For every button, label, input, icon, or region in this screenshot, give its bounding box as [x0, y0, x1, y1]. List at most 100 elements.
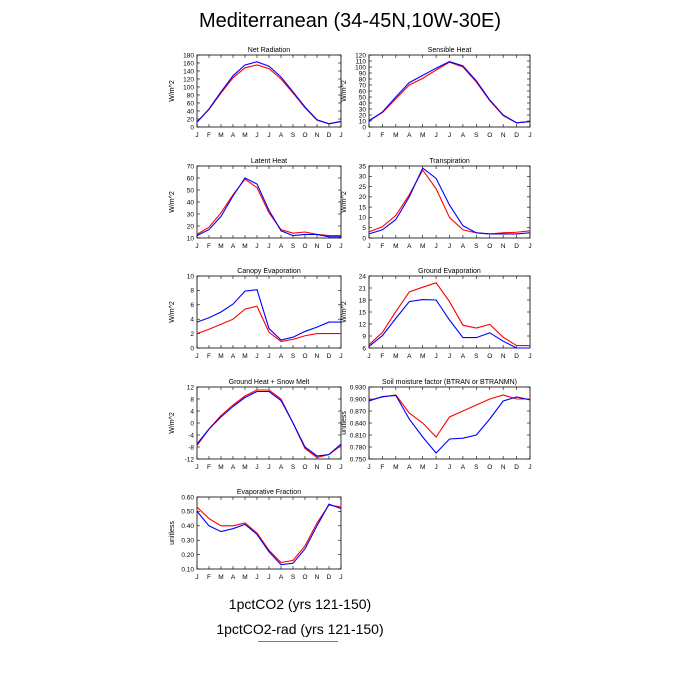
y-tick-label: 180 [183, 52, 194, 59]
x-tick-label: D [327, 353, 332, 360]
x-tick-label: J [528, 353, 531, 360]
x-tick-label: J [195, 353, 198, 360]
y-tick-label: 40 [359, 100, 367, 107]
x-tick-label: M [218, 132, 223, 139]
y-tick-label: 20 [359, 194, 367, 201]
panel-6: Ground Evaporation W/m^2 6 9 12 15 18 21 24 J F M A M… [341, 268, 532, 360]
y-tick-label: 40 [187, 108, 195, 115]
x-tick-label: D [514, 243, 519, 250]
x-tick-label: D [327, 132, 332, 139]
page-title: Mediterranean (34-45N,10W-30E) [198, 10, 501, 32]
x-tick-label: A [461, 243, 466, 250]
x-tick-label: N [501, 132, 506, 139]
x-tick-label: J [528, 464, 531, 471]
x-tick-label: J [267, 243, 270, 250]
panel-title: Net Radiation [248, 47, 291, 54]
x-tick-label: O [487, 243, 492, 250]
y-tick-label: 60 [187, 100, 195, 107]
y-axis-label: W/m^2 [169, 191, 176, 213]
y-tick-label: 0.60 [181, 494, 194, 501]
x-tick-label: D [327, 574, 332, 581]
x-tick-label: J [267, 132, 270, 139]
x-tick-label: O [302, 243, 307, 250]
y-tick-label: 5 [362, 225, 366, 232]
y-tick-label: 12 [187, 384, 195, 391]
y-tick-label: 10 [359, 118, 367, 125]
y-tick-label: 0.10 [181, 566, 194, 573]
x-tick-label: J [339, 464, 342, 471]
series-line-1 [196, 289, 341, 341]
x-tick-label: M [218, 353, 223, 360]
x-tick-label: A [231, 132, 236, 139]
y-tick-label: 0.870 [350, 408, 367, 415]
y-tick-label: 0.930 [350, 384, 367, 391]
x-tick-label: J [255, 574, 258, 581]
y-tick-label: 15 [359, 204, 367, 211]
x-tick-label: M [242, 132, 247, 139]
x-tick-label: M [420, 353, 425, 360]
y-tick-label: 10 [187, 273, 195, 280]
panel-9: Evaporative Fraction unitless 0.10 0.20 0.30… [169, 489, 343, 581]
x-tick-label: J [255, 243, 258, 250]
x-tick-label: J [339, 353, 342, 360]
x-tick-label: M [393, 243, 398, 250]
series-line-1 [368, 167, 531, 235]
x-tick-label: J [434, 132, 437, 139]
x-tick-label: A [279, 464, 284, 471]
panel-7: Ground Heat + Snow Melt W/m^2 -12 -8 -4 0 4 8 12… [169, 379, 343, 471]
y-tick-label: 20 [187, 116, 195, 123]
x-tick-label: S [474, 353, 479, 360]
y-tick-label: 30 [187, 211, 195, 218]
y-tick-label: 100 [183, 84, 194, 91]
x-tick-label: N [501, 243, 506, 250]
x-tick-label: D [327, 464, 332, 471]
x-tick-label: A [279, 353, 284, 360]
panel-title: Latent Heat [251, 158, 287, 165]
x-tick-label: D [514, 132, 519, 139]
x-tick-label: N [315, 243, 320, 250]
y-tick-label: 0.30 [181, 538, 194, 545]
y-tick-label: 0.20 [181, 552, 194, 559]
panel-2: Sensible Heat W/m^2 0102030405060708090100… [341, 47, 532, 139]
x-tick-label: O [302, 574, 307, 581]
plot-frame [196, 275, 342, 349]
y-tick-label: 6 [362, 345, 366, 352]
x-tick-label: O [487, 464, 492, 471]
panel-title: Evaporative Fraction [237, 489, 301, 496]
y-tick-label: 120 [183, 76, 194, 83]
x-tick-label: J [367, 132, 370, 139]
x-tick-label: M [242, 243, 247, 250]
y-tick-label: 2 [190, 331, 194, 338]
panel-title: Ground Heat + Snow Melt [229, 379, 310, 386]
x-tick-label: J [339, 574, 342, 581]
y-tick-label: 6 [190, 302, 194, 309]
y-tick-label: 160 [183, 60, 194, 67]
x-tick-label: M [242, 574, 247, 581]
x-tick-label: A [407, 464, 412, 471]
x-tick-label: M [420, 243, 425, 250]
y-tick-label: 4 [190, 408, 194, 415]
x-tick-label: J [528, 243, 531, 250]
x-tick-label: J [339, 243, 342, 250]
y-axis-label: W/m^2 [169, 301, 176, 323]
y-axis-label: W/m^2 [341, 80, 348, 102]
series-line-1 [196, 390, 342, 457]
x-tick-label: J [195, 464, 198, 471]
series-line-1 [196, 177, 341, 238]
y-axis-label: unitless [169, 521, 176, 545]
x-tick-label: M [242, 464, 247, 471]
y-tick-label: 10 [187, 235, 195, 242]
x-tick-label: A [279, 574, 284, 581]
y-tick-label: 70 [359, 82, 367, 89]
panel-title: Transpiration [429, 158, 470, 165]
legend-entry-2: 1pctCO2-rad (yrs 121-150) [216, 621, 384, 637]
series-line-2 [368, 282, 530, 347]
x-tick-label: J [255, 353, 258, 360]
x-tick-label: S [291, 574, 296, 581]
y-tick-label: 0 [362, 235, 366, 242]
x-tick-label: A [461, 132, 466, 139]
y-axis-label: W/m^2 [169, 80, 176, 102]
plot-frame [368, 165, 531, 239]
series-line-1 [196, 61, 342, 125]
